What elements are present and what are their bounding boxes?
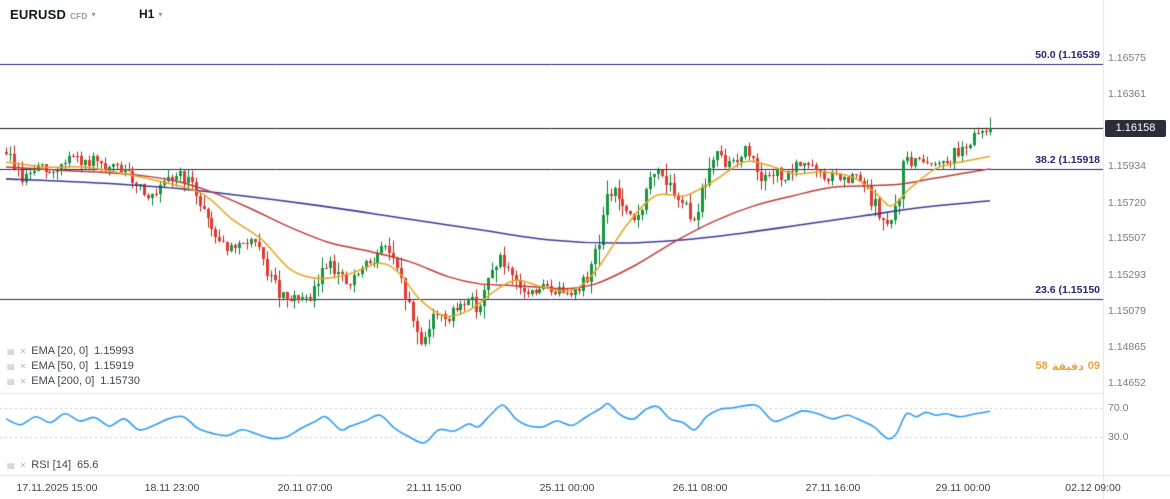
close-icon[interactable]: ✕ <box>19 346 27 356</box>
legend-source-icon[interactable]: ▤ <box>7 460 15 470</box>
countdown-unit: دقيقة <box>1051 361 1084 373</box>
chevron-down-icon: ▾ <box>158 9 163 19</box>
legend-label: EMA [50, 0] <box>31 360 89 372</box>
ema200-legend: ▤ ✕ EMA [200, 0] 1.15730 <box>7 375 140 387</box>
chevron-down-icon: ▾ <box>91 10 96 19</box>
legend-value: 1.15919 <box>94 360 134 372</box>
symbol-selector[interactable]: EURUSD CFD ▾ <box>10 7 95 22</box>
fib-level-label[interactable]: 50.0 (1.16539 <box>1035 49 1100 62</box>
legend-label: RSI [14] <box>31 459 72 471</box>
legend-source-icon[interactable]: ▤ <box>7 346 15 356</box>
timeframe-label: H1 <box>139 7 155 21</box>
current-price-badge: 1.16158 <box>1105 119 1166 137</box>
legend-value: 65.6 <box>77 459 99 471</box>
market-type-label: CFD <box>70 12 88 21</box>
legend-source-icon[interactable]: ▤ <box>7 376 15 386</box>
countdown-seconds: 58 <box>1035 360 1048 372</box>
close-icon[interactable]: ✕ <box>19 361 27 371</box>
symbol-label: EURUSD <box>10 7 67 22</box>
rsi-legend: ▤ ✕ RSI [14] 65.6 <box>7 459 98 471</box>
fib-level-label[interactable]: 23.6 (1.15150 <box>1035 283 1100 296</box>
ema20-legend: ▤ ✕ EMA [20, 0] 1.15993 <box>7 345 134 357</box>
countdown-minutes: 09 <box>1087 360 1100 372</box>
ema50-legend: ▤ ✕ EMA [50, 0] 1.15919 <box>7 360 134 372</box>
legend-source-icon[interactable]: ▤ <box>7 361 15 371</box>
timeframe-selector[interactable]: H1 ▾ <box>139 7 162 21</box>
legend-label: EMA [200, 0] <box>31 375 95 387</box>
legend-label: EMA [20, 0] <box>31 345 89 357</box>
close-icon[interactable]: ✕ <box>19 376 27 386</box>
close-icon[interactable]: ✕ <box>19 460 27 470</box>
candle-countdown: 58 دقيقة 09 <box>1036 360 1100 373</box>
fib-level-label[interactable]: 38.2 (1.15918 <box>1035 154 1100 167</box>
legend-value: 1.15993 <box>94 345 134 357</box>
legend-value: 1.15730 <box>100 375 141 387</box>
